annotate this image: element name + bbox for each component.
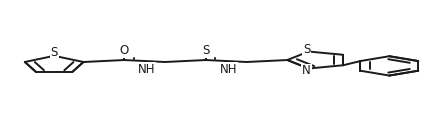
Text: S: S	[202, 44, 209, 57]
Text: NH: NH	[220, 63, 237, 76]
Text: O: O	[119, 44, 129, 57]
Text: NH: NH	[138, 63, 155, 76]
Text: S: S	[51, 46, 58, 59]
Text: S: S	[303, 43, 310, 56]
Text: N: N	[302, 64, 311, 78]
